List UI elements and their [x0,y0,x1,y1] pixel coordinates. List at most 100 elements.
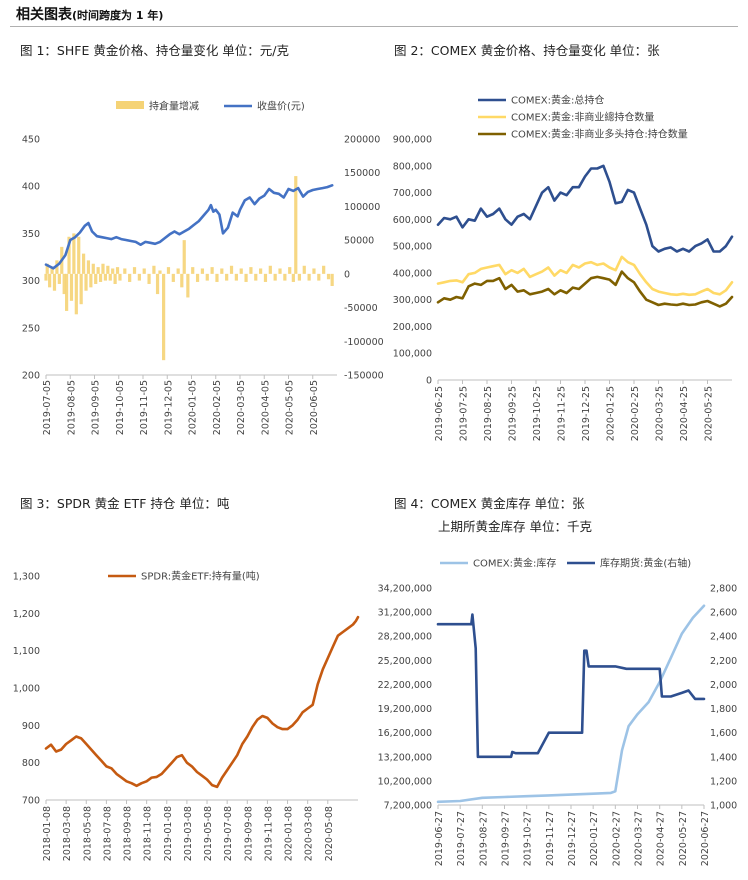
bar-mark [294,176,298,274]
heading-divider [10,26,738,27]
y2-tick-label: 1,600 [710,728,737,739]
y-tick-label: 600,000 [393,215,432,226]
series-line-4-2 [436,613,706,759]
legend-spdr-label: SPDR:黄金ETF:持有量(吨) [141,570,260,583]
bar-mark [132,267,137,274]
bar-mark [291,273,295,282]
x-tick-label: 2020-04-25 [679,386,690,441]
x-tick-label: 2019-09-27 [501,811,512,866]
x-tick-label: 2020-02-25 [630,386,641,441]
bar-mark [101,263,105,274]
series-line-1-2 [44,184,334,270]
y-tick-label: 16,200,000 [378,728,432,739]
bar-mark [322,265,326,274]
bar-mark [307,273,311,281]
bar-mark [94,273,98,284]
figure-4-title: 图 4：COMEX 黄金库存 单位：张 [394,496,585,511]
bar-mark [52,273,57,291]
y2-tick-label: 2,400 [710,632,737,643]
legend-noncommercial-total-label: COMEX:黄金:非商业總持仓数量 [511,111,654,124]
figure-2-title: 图 2：COMEX 黄金价格、持仓量变化 单位：张 [394,43,660,58]
series-line-2-3 [436,270,734,308]
bar-mark [254,273,258,281]
bar-mark [191,267,195,274]
x-tick-label: 2019-05-08 [203,806,214,861]
y2-tick-label: 150000 [344,168,380,179]
bar-mark [96,267,100,274]
legend-open-interest-label: 持倉量增减 [149,100,199,113]
x-tick-label: 2019-06-27 [434,811,445,866]
bar-mark [69,273,74,301]
bar-mark [81,253,86,274]
bar-mark [91,263,95,274]
x-tick-label: 2018-11-08 [143,806,154,861]
bar-mark [166,267,171,274]
x-tick-label: 2020-03-25 [655,386,666,441]
bar-mark [137,273,141,281]
x-tick-label: 2019-10-25 [532,386,543,441]
x-tick-label: 2018-03-08 [62,806,73,861]
x-tick-label: 2020-03-27 [634,811,645,866]
y2-tick-label: -150000 [344,371,384,382]
y2-tick-label: 1,000 [710,801,737,812]
legend-comex-stock-label: COMEX:黄金:库存 [473,557,556,570]
bar-mark [147,273,151,284]
x-tick-label: 2020-02-05 [212,380,223,435]
x-tick-label: 2020-03-08 [304,806,315,861]
x-tick-label: 2020-06-05 [309,380,320,435]
x-tick-label: 2020-05-27 [678,811,689,866]
y-tick-label: 300 [22,276,40,287]
y-tick-label: 500,000 [393,242,432,253]
bar-mark [195,273,200,282]
bar-mark [89,273,93,288]
legend-close-price-label: 收盘价(元) [257,100,305,113]
page-heading-sub: (时间跨度为 1 年) [72,9,164,22]
x-tick-label: 2018-05-08 [82,806,93,861]
series-line-3-1 [44,615,360,789]
bar-mark [330,273,334,286]
x-tick-label: 2018-07-08 [102,806,113,861]
x-tick-label: 2019-06-25 [434,386,445,441]
y-tick-label: 22,200,000 [378,680,432,691]
x-tick-label: 2019-08-25 [483,386,494,441]
y-tick-label: 25,200,000 [378,656,432,667]
bar-mark [220,268,224,274]
bar-mark [200,268,205,274]
figure-4-subtitle: 上期所黄金库存 单位：千克 [438,519,592,534]
bar-mark [302,265,306,274]
bar-mark [171,273,175,282]
y2-tick-label: -100000 [344,337,384,348]
x-tick-label: 2020-03-05 [236,380,247,435]
bar-mark [182,240,186,274]
bar-mark [186,273,190,298]
bar-mark [84,273,88,291]
bar-mark [67,236,71,274]
x-tick-label: 2020-01-05 [188,380,199,435]
y-tick-label: 400 [22,182,40,193]
y2-tick-label: 1,800 [710,704,737,715]
y-tick-label: 800,000 [393,161,432,172]
bar-mark [123,268,127,274]
bar-mark [205,273,209,281]
legend-noncommercial-long-label: COMEX:黄金:非商业多头持仓:持仓数量 [511,128,688,141]
bar-mark [158,270,162,274]
bar-mark [118,273,122,281]
figure-3-title: 图 3：SPDR 黄金 ETF 持仓 单位：吨 [20,496,230,511]
legend-shfe-stock-label: 库存期货:黄金(右轴) [600,557,691,570]
bar-mark [57,273,61,284]
x-tick-label: 2019-09-25 [508,386,519,441]
bar-mark [79,273,83,305]
legend-total-oi-label: COMEX:黄金:总持仓 [511,94,604,107]
x-tick-label: 2019-07-27 [456,811,467,866]
bar-mark [234,273,238,281]
bar-mark [106,265,110,274]
x-tick-label: 2018-01-08 [42,806,53,861]
bar-mark [45,263,49,274]
y-tick-label: 10,200,000 [378,776,432,787]
x-tick-label: 2020-05-25 [704,386,715,441]
y-tick-label: 28,200,000 [378,632,432,643]
page-heading-main: 相关图表 [16,7,72,23]
y2-tick-label: 2,600 [710,608,737,619]
bar-mark [283,273,287,281]
